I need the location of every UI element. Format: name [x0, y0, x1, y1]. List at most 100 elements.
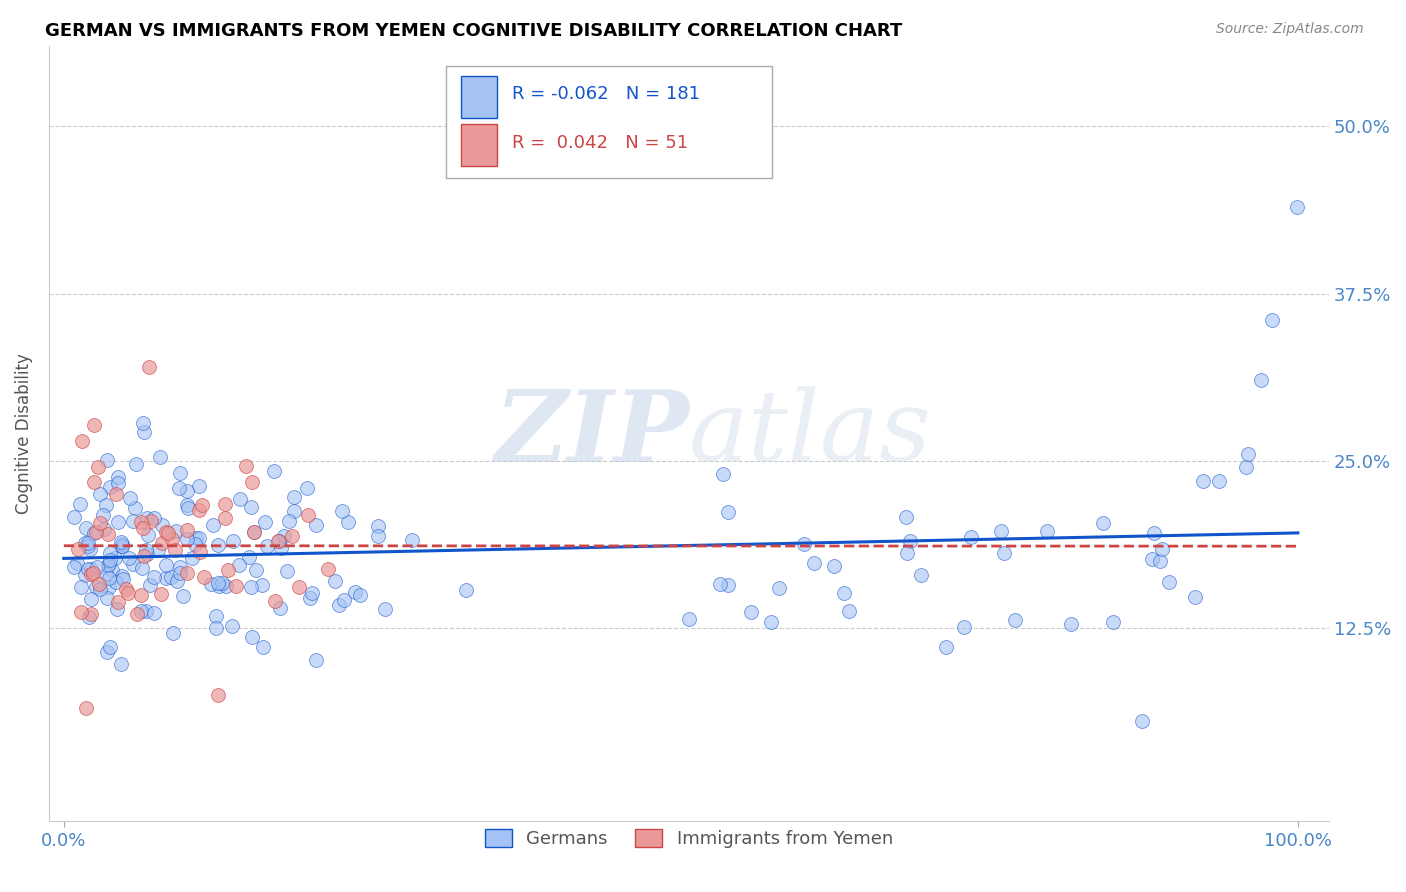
Germans [1130, 714, 1153, 729]
Germans [101, 563, 124, 577]
Germans [111, 540, 134, 554]
Germans [910, 568, 932, 582]
Germans [98, 546, 121, 560]
Immigrants from Yemen [114, 582, 136, 596]
Germans [990, 524, 1012, 539]
Germans [107, 470, 129, 484]
Immigrants from Yemen [218, 563, 240, 577]
Germans [323, 574, 346, 588]
Germans [283, 490, 305, 504]
Germans [278, 514, 301, 528]
Immigrants from Yemen [87, 460, 110, 475]
Germans [1184, 591, 1206, 605]
Germans [129, 604, 152, 618]
Germans [305, 652, 328, 666]
Immigrants from Yemen [80, 567, 103, 582]
Germans [96, 645, 118, 659]
Text: R = -0.062   N = 181: R = -0.062 N = 181 [512, 85, 700, 103]
Immigrants from Yemen [188, 502, 211, 516]
Germans [155, 571, 177, 585]
Germans [80, 592, 103, 607]
Germans [143, 570, 166, 584]
Germans [896, 546, 918, 560]
Immigrants from Yemen [97, 526, 120, 541]
Germans [166, 574, 188, 589]
Germans [107, 515, 129, 529]
Germans [211, 576, 233, 591]
Germans [301, 586, 323, 600]
Germans [1234, 460, 1257, 475]
Germans [89, 487, 111, 501]
Germans [76, 539, 98, 553]
Germans [139, 577, 162, 591]
Germans [330, 504, 353, 518]
Germans [1091, 516, 1114, 530]
Germans [132, 416, 155, 430]
Immigrants from Yemen [132, 521, 155, 535]
Germans [122, 514, 145, 528]
Immigrants from Yemen [190, 498, 212, 512]
Germans [711, 467, 734, 482]
Germans [184, 531, 207, 545]
Immigrants from Yemen [176, 523, 198, 537]
Immigrants from Yemen [316, 562, 339, 576]
Germans [759, 615, 782, 630]
Germans [894, 509, 917, 524]
Germans [239, 500, 262, 515]
Germans [80, 562, 103, 576]
Germans [150, 517, 173, 532]
Text: R =  0.042   N = 51: R = 0.042 N = 51 [512, 134, 689, 152]
Germans [169, 466, 191, 480]
Germans [823, 558, 845, 573]
Germans [62, 510, 84, 524]
Germans [269, 601, 291, 615]
Immigrants from Yemen [129, 588, 152, 602]
Immigrants from Yemen [83, 475, 105, 490]
Germans [252, 640, 274, 654]
Immigrants from Yemen [149, 587, 172, 601]
Text: GERMAN VS IMMIGRANTS FROM YEMEN COGNITIVE DISABILITY CORRELATION CHART: GERMAN VS IMMIGRANTS FROM YEMEN COGNITIV… [45, 22, 903, 40]
Germans [148, 543, 170, 558]
Germans [98, 640, 121, 654]
Germans [110, 534, 132, 549]
Germans [96, 591, 118, 605]
Germans [125, 457, 148, 471]
Immigrants from Yemen [150, 535, 173, 549]
Germans [167, 481, 190, 495]
Germans [75, 536, 97, 550]
Immigrants from Yemen [240, 475, 263, 489]
Germans [240, 630, 263, 644]
Germans [270, 541, 292, 555]
Immigrants from Yemen [188, 545, 211, 559]
Germans [276, 564, 298, 578]
Germans [717, 578, 740, 592]
Germans [169, 560, 191, 574]
Immigrants from Yemen [157, 526, 180, 541]
Germans [1149, 554, 1171, 568]
Germans [165, 524, 187, 539]
Immigrants from Yemen [107, 595, 129, 609]
Germans [336, 515, 359, 529]
Germans [367, 529, 389, 543]
Germans [118, 550, 141, 565]
Germans [176, 500, 198, 515]
Germans [66, 556, 89, 570]
Germans [1036, 524, 1059, 539]
Germans [69, 497, 91, 511]
Immigrants from Yemen [160, 532, 183, 546]
Germans [709, 576, 731, 591]
Text: atlas: atlas [689, 386, 932, 482]
Immigrants from Yemen [117, 586, 139, 600]
Germans [98, 557, 121, 571]
Germans [238, 550, 260, 565]
Germans [401, 533, 423, 548]
Immigrants from Yemen [297, 508, 319, 522]
Immigrants from Yemen [72, 434, 94, 448]
Germans [207, 575, 229, 590]
Immigrants from Yemen [83, 417, 105, 432]
Germans [838, 604, 860, 618]
Immigrants from Yemen [89, 516, 111, 530]
Immigrants from Yemen [163, 543, 186, 558]
Germans [374, 602, 396, 616]
Germans [960, 530, 983, 544]
